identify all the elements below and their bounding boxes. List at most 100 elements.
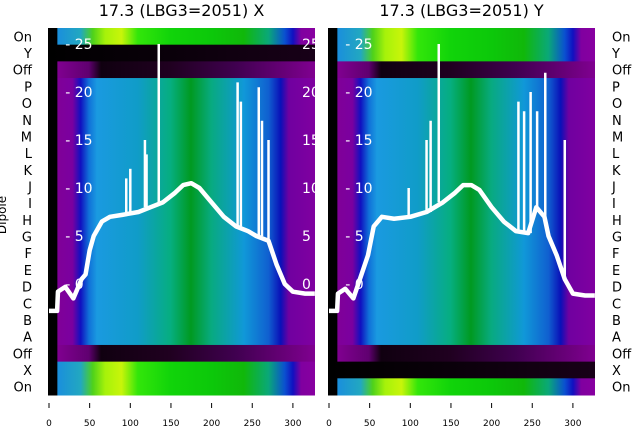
row-label: C: [23, 297, 32, 312]
heatmap-row-M: [48, 128, 315, 146]
x-tick-label: 100: [122, 419, 139, 429]
x-tick-label: 150: [442, 419, 459, 429]
row-label: Off: [13, 347, 33, 362]
row-label: Off: [612, 347, 632, 362]
row-label: Y: [611, 47, 620, 62]
line-series: [49, 44, 315, 314]
row-label: P: [612, 80, 620, 95]
panel-y: 17.3 (LBG3=2051) YOnYOffPONMLKJIHGFEDCBA…: [326, 1, 632, 429]
line-tick-label-right: 20: [302, 85, 320, 101]
row-label: E: [24, 264, 32, 279]
row-label: F: [612, 247, 619, 262]
heatmap-row-A: [328, 328, 595, 346]
row-label: E: [612, 264, 620, 279]
heatmap-row-F: [48, 244, 315, 263]
row-label: M: [612, 130, 623, 145]
heatmap-row-X: [328, 361, 595, 379]
row-label: On: [612, 30, 630, 45]
x-tick-label: 200: [483, 419, 500, 429]
row-label: F: [25, 247, 32, 262]
row-label: H: [612, 214, 622, 229]
heatmap-row-L: [48, 144, 315, 162]
line-tick-label: - 10: [65, 181, 92, 197]
row-label: N: [22, 114, 32, 129]
x-tick-label: 300: [564, 419, 581, 429]
line-tick-label: - 25: [345, 37, 372, 53]
line-path: [49, 180, 315, 314]
row-label: A: [612, 331, 621, 346]
row-label: B: [612, 314, 621, 329]
y-axis-label: Dipole: [0, 196, 9, 234]
heatmap-row-N: [328, 111, 595, 129]
panel-title: 17.3 (LBG3=2051) Y: [379, 1, 544, 20]
row-label: On: [612, 381, 630, 396]
row-label: C: [612, 297, 621, 312]
heatmap-row-O: [328, 94, 595, 112]
x-tick-label: 300: [284, 419, 301, 429]
row-label: O: [612, 97, 622, 112]
heatmap-row-Off: [328, 61, 595, 79]
row-label: H: [22, 214, 32, 229]
heatmap-row-G: [328, 228, 595, 246]
heatmap-row-G: [48, 228, 315, 246]
row-label: G: [612, 231, 622, 246]
row-label: Off: [612, 64, 632, 79]
row-label: A: [23, 331, 32, 346]
heatmap-row-On: [48, 378, 315, 396]
line-tick-label-right: 25: [302, 37, 320, 53]
x-tick-label: 50: [84, 419, 96, 429]
heatmap-row-Y: [328, 44, 595, 62]
heatmap-row-Off: [48, 344, 315, 363]
row-label: Y: [23, 47, 32, 62]
line-tick-label: - 10: [345, 181, 372, 197]
row-label: Off: [13, 64, 33, 79]
row-label: D: [22, 281, 32, 296]
x-tick-label: 250: [244, 419, 261, 429]
line-tick-label: - 15: [65, 133, 92, 149]
line-tick-label: - 5: [345, 229, 363, 245]
heatmap-row-On: [328, 378, 595, 396]
heatmap-row-P: [328, 78, 595, 96]
x-tick-label: 150: [162, 419, 179, 429]
heatmap-row-Off: [328, 344, 595, 363]
row-label: X: [23, 364, 32, 379]
row-label: L: [612, 147, 620, 162]
panel-title: 17.3 (LBG3=2051) X: [99, 1, 265, 20]
heatmap-row-P: [48, 78, 315, 96]
heatmap-row-Y: [48, 44, 315, 62]
heatmap-row-K: [328, 161, 595, 179]
heatmap-row-B: [48, 311, 315, 329]
line-tick-label-right: 15: [302, 133, 320, 149]
heatmap-row-I: [328, 194, 595, 212]
heatmap-row-E: [48, 261, 315, 279]
line-tick-label: - 0: [345, 277, 363, 293]
row-label: L: [25, 147, 33, 162]
heatmap-row-F: [328, 244, 595, 263]
heatmap-row-O: [48, 94, 315, 112]
heatmap-row-D: [48, 278, 315, 296]
heatmap-row-L: [328, 144, 595, 162]
row-label: M: [21, 130, 32, 145]
row-label: K: [612, 164, 621, 179]
row-label: On: [14, 30, 32, 45]
row-label: J: [611, 180, 616, 195]
line-tick-label: - 0: [65, 277, 83, 293]
row-label: N: [612, 114, 622, 129]
row-label: I: [612, 197, 616, 212]
heatmap-row-D: [328, 278, 595, 296]
row-label: J: [27, 180, 32, 195]
row-label: P: [24, 80, 32, 95]
row-label: D: [612, 281, 622, 296]
x-tick-label: 200: [203, 419, 220, 429]
heatmap-row-On: [328, 28, 595, 46]
heatmap-row-A: [48, 328, 315, 346]
line-tick-label-right: 5: [302, 229, 311, 245]
line-tick-label-right: 10: [302, 181, 320, 197]
row-label: X: [612, 364, 621, 379]
heatmap-row-On: [48, 28, 315, 46]
row-label: I: [28, 197, 32, 212]
panel-x: 17.3 (LBG3=2051) XOnYOffPONMLKJIHGFEDCBA…: [0, 1, 320, 429]
row-label: On: [14, 381, 32, 396]
heatmap-row-B: [328, 311, 595, 329]
